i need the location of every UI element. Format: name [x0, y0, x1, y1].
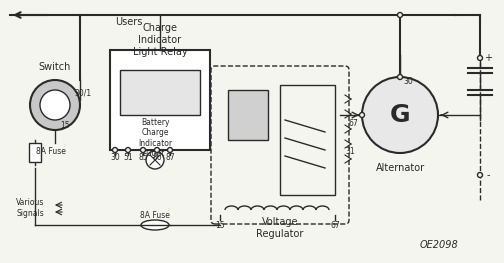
- Text: Voltage
Regulator: Voltage Regulator: [257, 217, 304, 239]
- Bar: [110, 50, 210, 150]
- Circle shape: [155, 148, 159, 153]
- Circle shape: [30, 80, 80, 130]
- Circle shape: [125, 148, 131, 153]
- Circle shape: [398, 13, 403, 18]
- Text: Users: Users: [115, 17, 142, 27]
- Circle shape: [40, 90, 70, 120]
- Text: 85: 85: [138, 154, 148, 163]
- Circle shape: [167, 148, 172, 153]
- Text: 67: 67: [330, 220, 340, 230]
- Text: 8A Fuse: 8A Fuse: [36, 148, 66, 156]
- Circle shape: [477, 55, 482, 60]
- Ellipse shape: [141, 220, 169, 230]
- Circle shape: [359, 113, 364, 118]
- Circle shape: [112, 148, 117, 153]
- Text: 15: 15: [60, 120, 70, 129]
- Text: Alternator: Alternator: [375, 163, 424, 173]
- Bar: [228, 90, 268, 140]
- Text: 30: 30: [403, 78, 413, 87]
- Text: Charge
Indicator
Light Relay: Charge Indicator Light Relay: [133, 23, 187, 57]
- Text: 15: 15: [215, 220, 225, 230]
- Text: G: G: [390, 103, 410, 127]
- Text: Battery
Charge
Indicator
Light: Battery Charge Indicator Light: [138, 118, 172, 158]
- Text: Various
Signals: Various Signals: [16, 198, 44, 218]
- Circle shape: [146, 151, 164, 169]
- Text: 30: 30: [110, 154, 120, 163]
- Bar: [120, 70, 200, 115]
- Text: 67: 67: [348, 119, 358, 128]
- Circle shape: [141, 148, 146, 153]
- Bar: [29, 143, 41, 162]
- Circle shape: [398, 74, 403, 79]
- Text: Switch: Switch: [39, 62, 71, 72]
- Bar: [280, 85, 335, 195]
- Text: OE2098: OE2098: [420, 240, 459, 250]
- Text: -: -: [486, 170, 490, 180]
- Text: 87: 87: [165, 154, 175, 163]
- Text: 31: 31: [345, 148, 355, 156]
- Text: +: +: [484, 53, 492, 63]
- Text: 86: 86: [152, 154, 162, 163]
- Circle shape: [477, 173, 482, 178]
- Text: 30/1: 30/1: [75, 89, 92, 98]
- Text: 51: 51: [123, 154, 133, 163]
- Text: 8A Fuse: 8A Fuse: [140, 210, 170, 220]
- Circle shape: [362, 77, 438, 153]
